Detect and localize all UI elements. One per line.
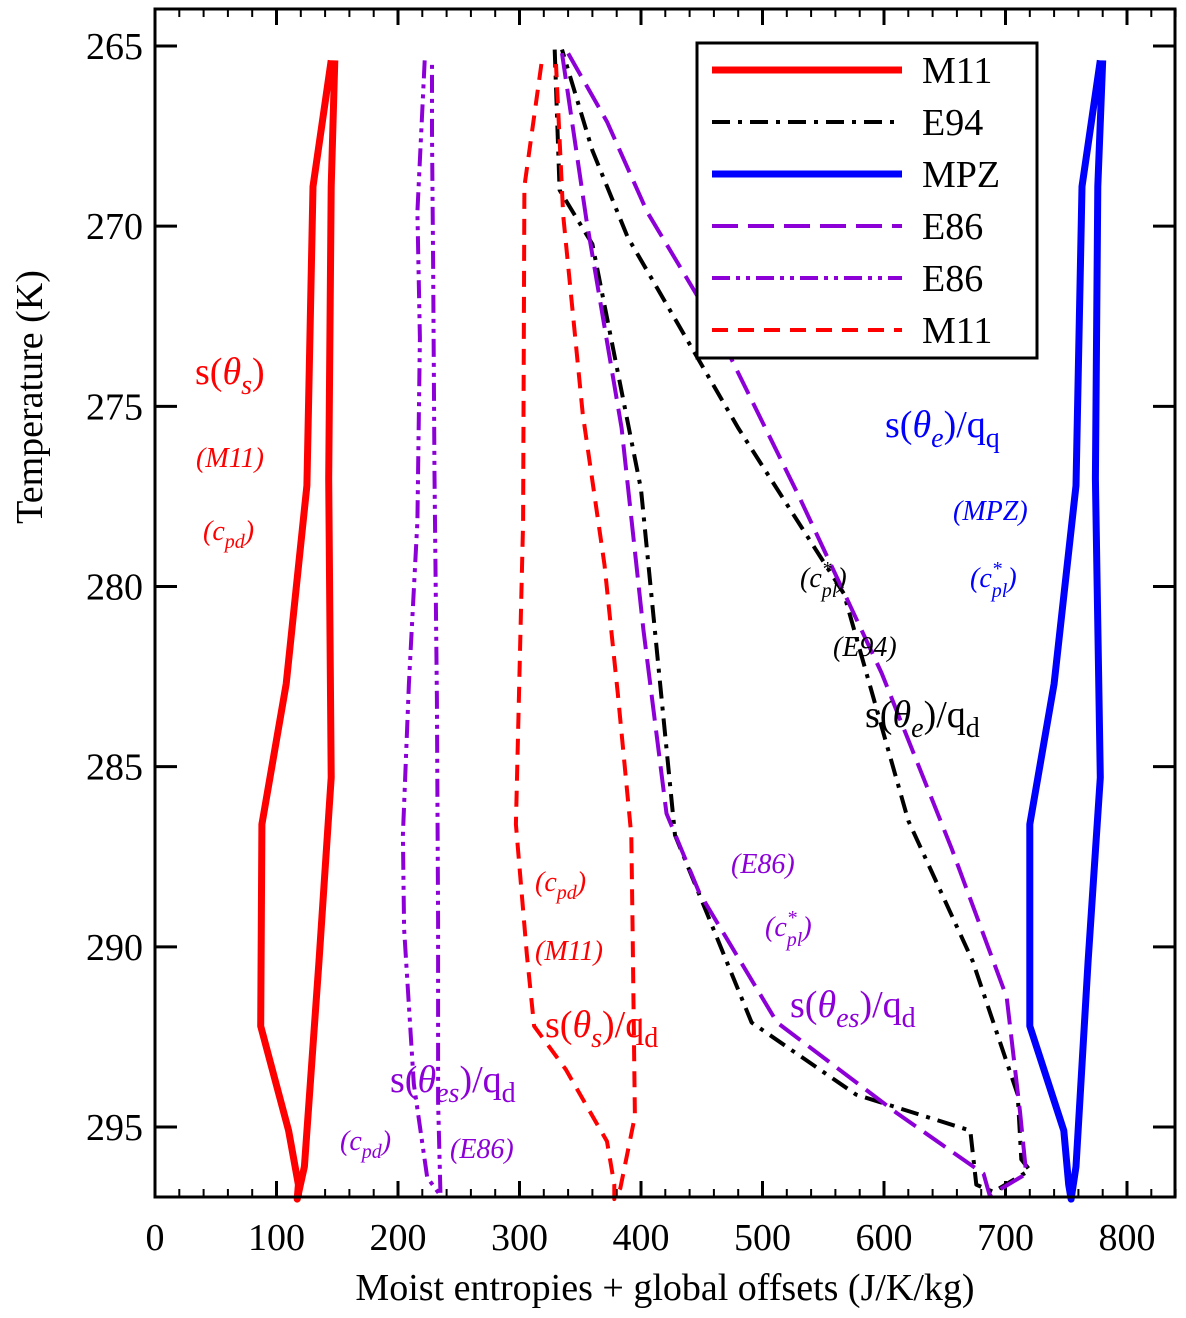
series-group [257,49,1107,1203]
annotations: s(θs) (M11) (cpd) s(θe)/qq (MPZ) (c* pl) … [195,351,1028,1165]
annotation-s-theta-e-qd: s(θe)/qd [865,694,980,744]
annotation-cpd-left: (cpd) [203,516,254,553]
annotation-cpd-mid: (cpd) [535,867,586,904]
legend-lines [712,66,902,332]
legend-label-e86-long: E86 [922,206,983,248]
series-line-m11-dashed [513,63,637,1202]
axis-ticks: 0 100 200 300 400 500 600 700 800 265 270 275 280 285… [86,9,1177,1259]
x-tick-label: 600 [856,1217,913,1259]
annotation-s-theta-es-qd-right: s(θes)/qd [790,984,916,1034]
annotation-cpd-purple: (cpd) [340,1126,391,1163]
legend-box [695,41,1039,360]
x-tick-label: 500 [734,1217,791,1259]
x-tick-label: 800 [1099,1217,1156,1259]
annotation-m11-left: (M11) [196,443,264,474]
legend: M11 E94 MPZ E86 E86 M11 [695,41,1039,360]
y-tick-label: 280 [86,567,143,609]
y-tick-label: 290 [86,927,143,969]
annotation-e94: (E94) [833,632,897,663]
annotation-s-theta-s-qd: s(θs)/qd [545,1004,658,1054]
annotation-e86-left: (E86) [450,1134,514,1165]
annotation-s-theta-s: s(θs) [195,351,265,401]
series-line-m11-solid [257,59,339,1203]
annotation-e86-right: (E86) [731,849,795,880]
x-tick-label: 300 [491,1217,548,1259]
series-line-mpz-solid [1026,59,1107,1203]
annotation-m11-mid: (M11) [535,936,603,967]
annotation-cpl-purple: (c* pl) [765,907,812,951]
x-tick-label: 200 [370,1217,427,1259]
x-tick-label: 0 [146,1217,165,1259]
y-tick-label: 285 [86,747,143,789]
annotation-mpz: (MPZ) [953,496,1028,527]
x-tick-label: 700 [977,1217,1034,1259]
annotation-cpl-blue: (c* pl) [970,558,1017,602]
y-axis-title: Temperature (K) [9,270,51,524]
annotation-s-theta-e-qq: s(θe)/qq [885,404,1000,454]
x-tick-label: 100 [248,1217,305,1259]
y-tick-label: 275 [86,386,143,428]
legend-label-m11-solid: M11 [922,50,992,92]
series-line-e86-dashdotdot [400,60,443,1198]
annotation-cpl-black: (c* pl) [800,558,847,602]
y-tick-label: 295 [86,1107,143,1149]
x-axis-title: Moist entropies + global offsets (J/K/kg… [355,1267,974,1309]
legend-label-e86-dotted: E86 [922,258,983,300]
legend-label-mpz: MPZ [922,154,1000,196]
annotation-s-theta-es-qd-left: s(θes)/qd [390,1059,516,1109]
y-tick-label: 270 [86,206,143,248]
legend-label-e94: E94 [922,102,983,144]
x-tick-label: 400 [613,1217,670,1259]
legend-label-m11-dashed: M11 [922,310,992,352]
y-tick-label: 265 [86,26,143,68]
plot-frame [153,7,1177,1199]
